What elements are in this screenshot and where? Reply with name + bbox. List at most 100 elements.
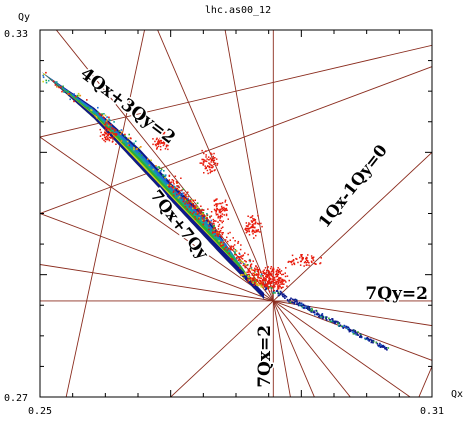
red-point [308, 264, 310, 267]
footprint-point [56, 86, 58, 88]
footprint-band [42, 72, 265, 300]
red-point [213, 204, 216, 207]
footprint-point [152, 168, 155, 171]
red-point [111, 132, 113, 134]
footprint-point [157, 170, 160, 172]
red-point [219, 242, 222, 244]
red-point [250, 264, 252, 266]
footprint-tail-point [339, 324, 342, 326]
footprint-point [45, 71, 47, 74]
footprint-point [45, 79, 47, 82]
footprint-tail-point [379, 342, 381, 345]
footprint-tail-point [316, 312, 319, 314]
red-point [293, 263, 296, 266]
red-point [219, 231, 221, 234]
red-point [176, 182, 179, 184]
chart-title: lhc.as00_12 [205, 5, 271, 16]
red-point [264, 272, 267, 274]
red-point [222, 244, 225, 246]
red-point [250, 220, 253, 222]
footprint-tail-point [310, 311, 313, 313]
red-point [101, 134, 104, 136]
footprint-tail-point [371, 340, 373, 342]
red-point [197, 218, 200, 220]
red-point [271, 268, 274, 271]
red-point [230, 246, 232, 248]
red-point [253, 223, 255, 225]
footprint-point [197, 206, 199, 209]
red-point [268, 282, 270, 284]
footprint-tail-point [370, 341, 373, 344]
red-point [278, 268, 281, 271]
footprint-tail-point [383, 346, 386, 348]
footprint-tail-point [307, 305, 309, 308]
footprint-tail-point [301, 303, 303, 306]
red-point [156, 148, 158, 150]
footprint-tail-point [314, 313, 316, 316]
footprint-tail-point [291, 298, 294, 301]
red-point [244, 228, 246, 230]
resonance-label: 1Qx-1Qy=0 [314, 141, 390, 231]
footprint-tail-point [253, 280, 256, 282]
footprint-point [76, 94, 79, 97]
red-point [112, 133, 115, 135]
footprint-tail-point [337, 322, 339, 324]
red-point [104, 136, 106, 139]
red-point [214, 169, 216, 171]
red-point [207, 165, 209, 167]
red-point [209, 216, 211, 219]
footprint-point [207, 222, 210, 224]
red-point [222, 232, 224, 234]
footprint-tail-point [382, 345, 384, 348]
red-point [265, 271, 268, 273]
red-point [245, 229, 247, 231]
red-point [214, 231, 216, 233]
red-point [221, 232, 223, 234]
footprint-point [104, 114, 107, 117]
red-point [104, 140, 107, 143]
red-point [237, 256, 240, 258]
red-point [186, 208, 188, 210]
footprint-point [90, 107, 93, 110]
footprint-tail-point [278, 292, 281, 295]
footprint-point [202, 213, 204, 216]
footprint-tail-point [318, 314, 321, 316]
red-point [203, 152, 205, 155]
red-point [196, 210, 198, 213]
red-point [260, 222, 262, 225]
red-point [308, 262, 310, 264]
red-point [217, 234, 219, 236]
red-point [189, 211, 192, 214]
footprint-point [168, 186, 170, 188]
red-point [210, 170, 212, 173]
footprint-point [119, 133, 122, 135]
red-point [106, 137, 109, 139]
red-point [267, 266, 269, 268]
red-point [312, 259, 315, 262]
red-point [270, 285, 272, 287]
red-point [215, 212, 217, 214]
footprint-point [128, 133, 130, 136]
red-point [249, 259, 252, 262]
footprint-tail-point [336, 320, 338, 323]
red-point [101, 138, 104, 140]
red-point [216, 164, 218, 166]
red-point [303, 261, 306, 264]
red-point [221, 207, 223, 209]
red-point [219, 219, 221, 222]
red-point [287, 261, 289, 263]
red-point [319, 262, 321, 265]
red-point [263, 271, 265, 274]
red-point [197, 212, 200, 214]
red-point [238, 252, 240, 254]
red-point [261, 225, 263, 228]
footprint-point [42, 74, 44, 77]
red-point [180, 177, 182, 179]
red-point [310, 255, 313, 257]
footprint-point [199, 213, 202, 216]
red-point [212, 157, 215, 159]
footprint-tail-point [293, 302, 296, 304]
footprint-point [164, 174, 167, 176]
red-point [202, 160, 205, 163]
red-point [265, 278, 267, 280]
